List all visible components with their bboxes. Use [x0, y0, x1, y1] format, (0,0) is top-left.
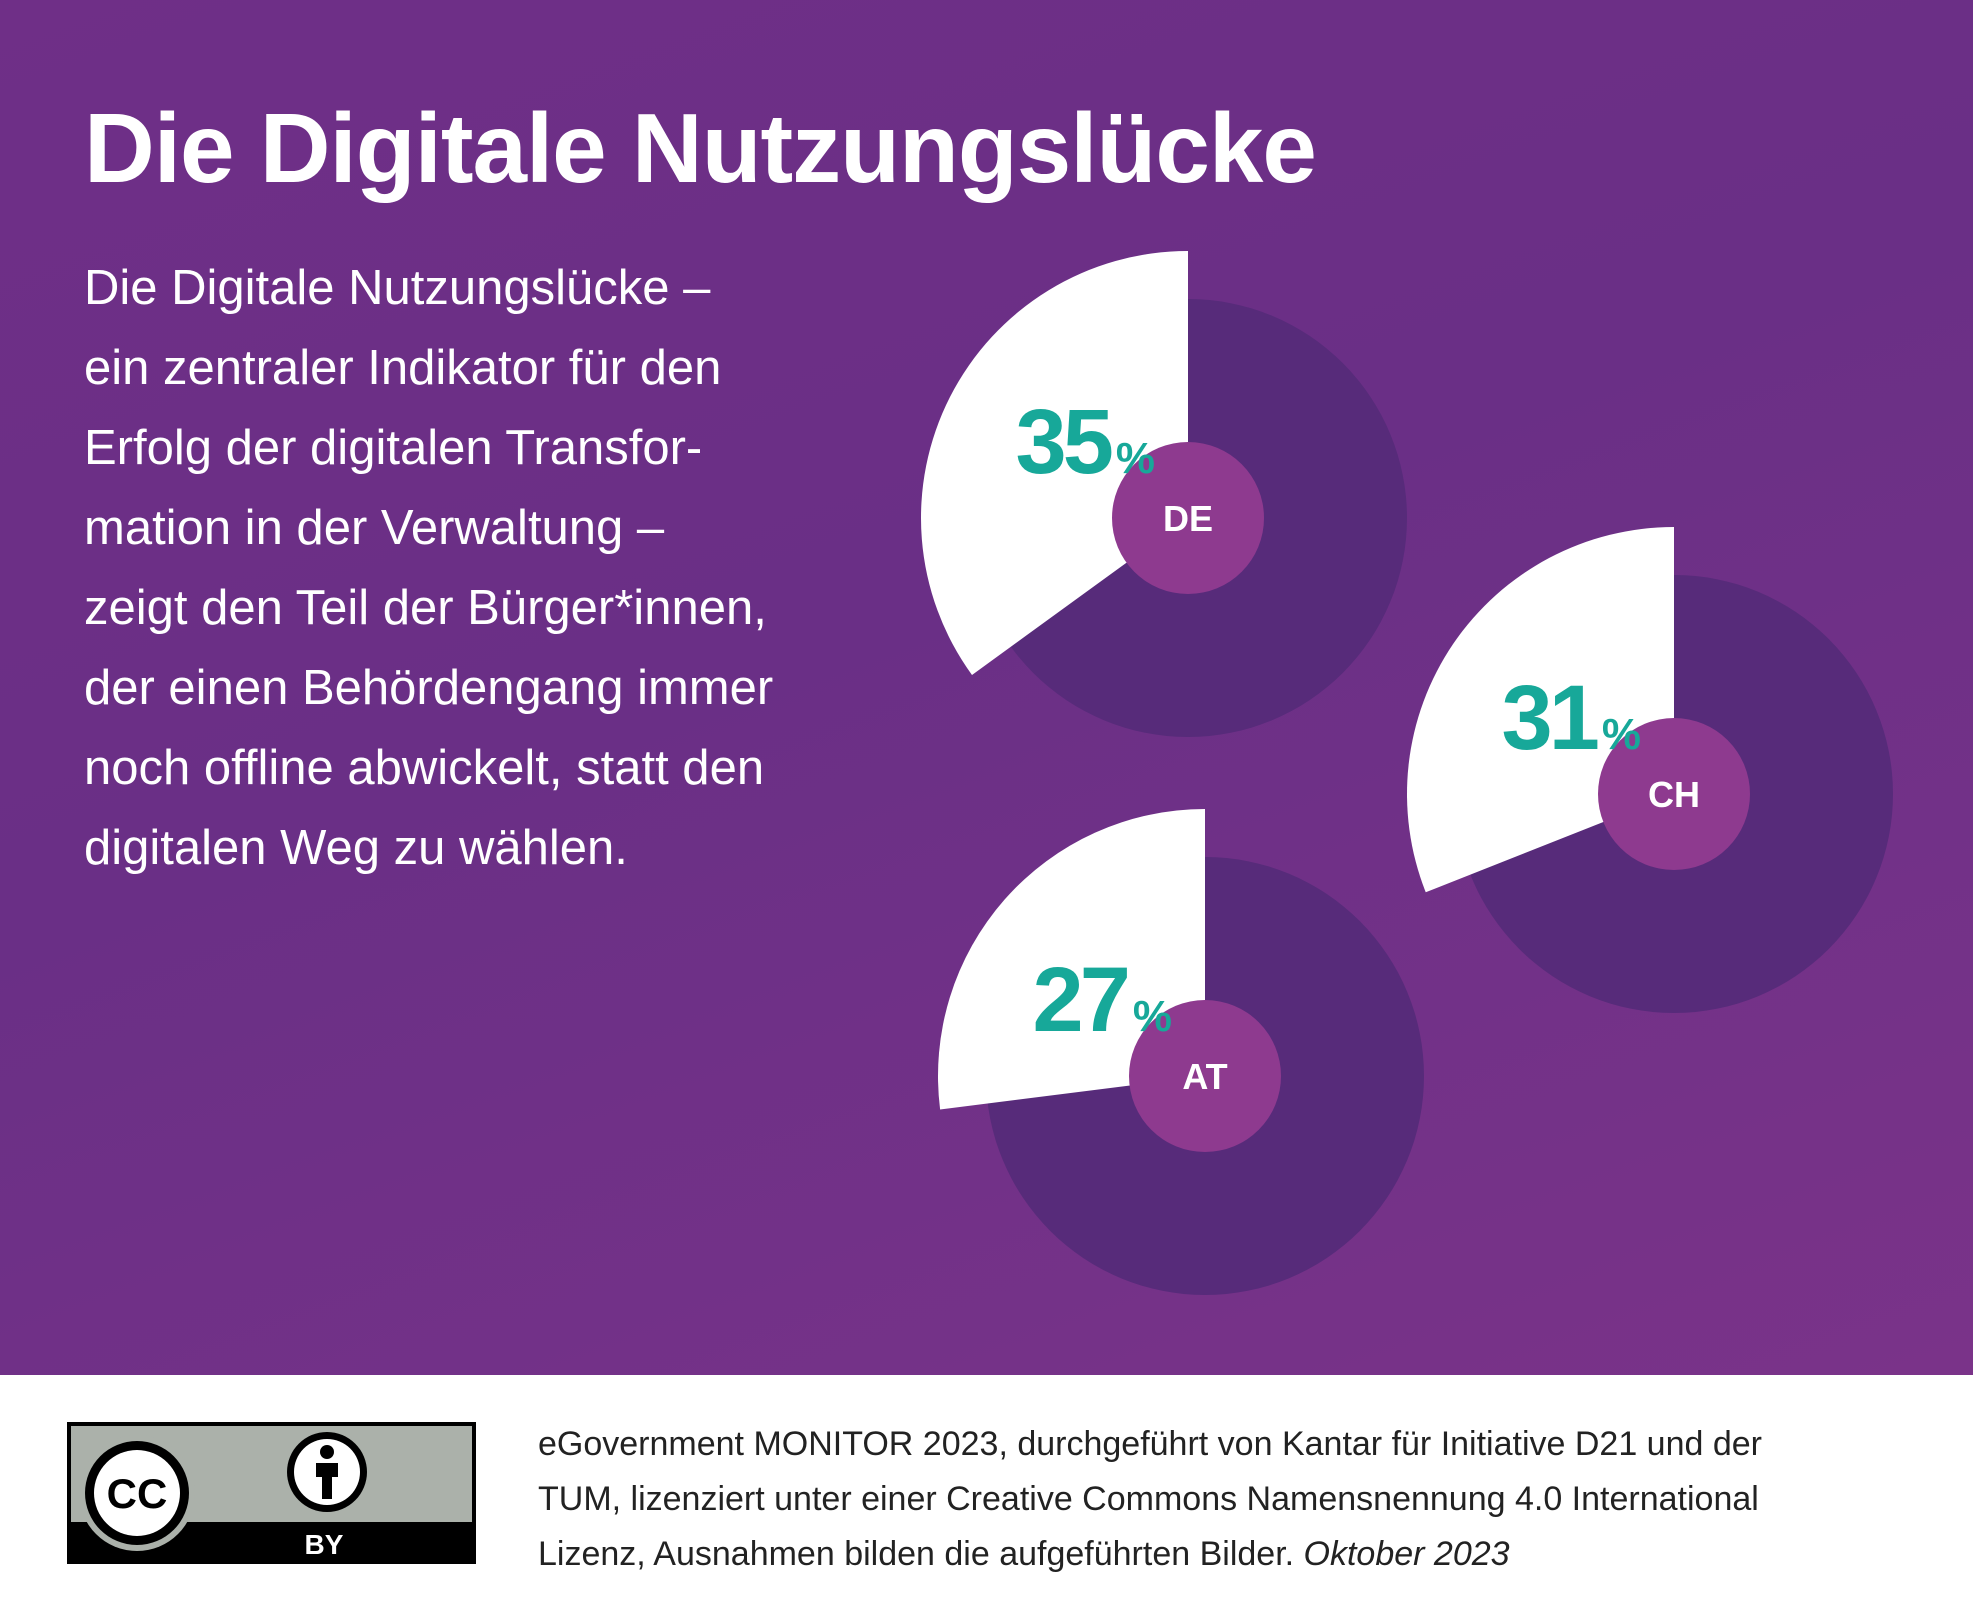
page-title: Die Digitale Nutzungslücke	[84, 93, 1317, 203]
by-text: BY	[305, 1529, 344, 1560]
pie-center-de	[1112, 442, 1264, 594]
pie-slice-at	[937, 809, 1205, 1110]
hero-panel: Die Digitale Nutzungslücke Die Digitale …	[0, 0, 1973, 1375]
category-label-ch: CH	[1648, 774, 1700, 815]
value-label-de: 35%	[1016, 391, 1154, 493]
pie-center-ch	[1598, 718, 1750, 870]
credit-line-text: Lizenz, Ausnahmen bilden die aufgeführte…	[538, 1535, 1304, 1573]
intro-line: ein zentraler Indikator für den	[84, 341, 722, 395]
cc-by-license-badge: CC BY	[67, 1422, 476, 1564]
intro-text: Die Digitale Nutzungslücke – ein zentral…	[84, 248, 864, 888]
intro-line: Die Digitale Nutzungslücke –	[84, 261, 711, 315]
credit-line: Lizenz, Ausnahmen bilden die aufgeführte…	[538, 1527, 1762, 1582]
footer: CC BY eGovernment MONITOR 2023, durchgef…	[0, 1375, 1973, 1619]
cc-text: CC	[107, 1470, 168, 1517]
credit-line: eGovernment MONITOR 2023, durchgeführt v…	[538, 1425, 1762, 1463]
intro-line: digitalen Weg zu wählen.	[84, 821, 628, 875]
pie-slice-de	[921, 251, 1188, 675]
category-label-at: AT	[1182, 1056, 1227, 1097]
intro-line: der einen Behördengang immer	[84, 661, 774, 715]
intro-line: Erfolg der digitalen Transfor-	[84, 421, 703, 475]
intro-line: zeigt den Teil der Bürger*innen,	[84, 581, 767, 635]
credit-line: TUM, lizenziert unter einer Creative Com…	[538, 1480, 1759, 1518]
credit-text: eGovernment MONITOR 2023, durchgeführt v…	[538, 1417, 1762, 1582]
value-label-ch: 31%	[1502, 667, 1640, 769]
category-label-de: DE	[1163, 498, 1213, 539]
intro-line: noch offline abwickelt, statt den	[84, 741, 765, 795]
value-label-at: 27%	[1033, 949, 1171, 1051]
intro-line: mation in der Verwaltung –	[84, 501, 665, 555]
pie-center-at	[1129, 1000, 1281, 1152]
credit-date: Oktober 2023	[1303, 1535, 1510, 1573]
